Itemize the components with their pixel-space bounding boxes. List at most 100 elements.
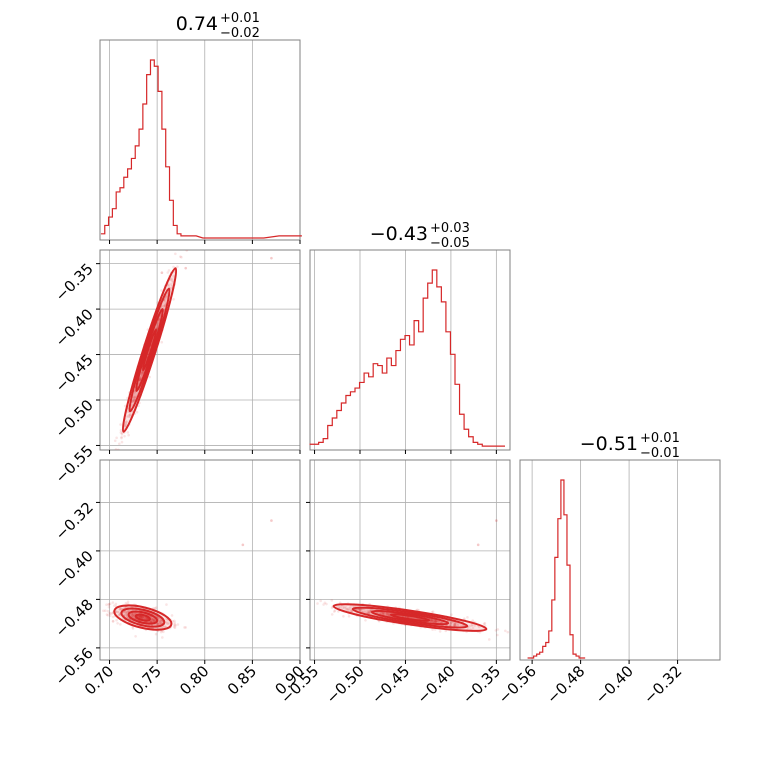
sample-point [364, 618, 367, 622]
sample-point [111, 615, 115, 619]
sample-point [152, 619, 156, 622]
sample-point [163, 299, 166, 303]
sample-point [113, 604, 116, 607]
title-value: −0.51 [580, 433, 638, 455]
sample-point [140, 373, 144, 376]
sample-point [170, 279, 174, 282]
sample-point [176, 623, 180, 626]
sample-point [366, 611, 369, 615]
x-tick-label: −0.35 [459, 662, 504, 707]
sample-point [110, 612, 114, 615]
sample-point [108, 614, 112, 618]
sample-point [126, 610, 129, 614]
sample-point [449, 622, 452, 625]
sample-point [350, 610, 354, 613]
sample-point [436, 620, 440, 624]
scatter-points [307, 519, 510, 641]
scatter-panel-2 [306, 459, 511, 664]
y-tick-label: −0.55 [52, 442, 97, 487]
sample-point [386, 612, 389, 616]
sample-point [366, 609, 370, 613]
sample-point [125, 615, 129, 619]
sample-point [173, 624, 176, 627]
sample-point [430, 618, 434, 622]
sample-point [158, 620, 162, 624]
sample-point [131, 627, 135, 630]
sample-point [107, 603, 110, 606]
sample-point [173, 625, 176, 629]
sample-point [143, 617, 147, 620]
sample-point [437, 620, 441, 624]
sample-point [132, 614, 135, 618]
sample-point [163, 625, 167, 628]
sample-point [116, 610, 119, 614]
sample-point [159, 619, 162, 623]
sample-point [434, 620, 438, 623]
sample-point [387, 613, 391, 616]
histogram-steps [100, 59, 302, 239]
sample-point [346, 608, 350, 611]
sample-point [368, 611, 372, 614]
sample-point [119, 623, 122, 626]
sample-point [172, 265, 175, 269]
sample-point [170, 277, 174, 281]
sample-point [161, 636, 164, 639]
sample-point [131, 614, 135, 617]
sample-point [132, 395, 135, 398]
sample-point [160, 621, 163, 625]
sample-point [126, 600, 130, 604]
sample-point [168, 621, 171, 625]
x-tick-label: −0.50 [323, 662, 368, 707]
sample-point [114, 602, 118, 606]
sample-point [332, 610, 336, 613]
sample-point [173, 623, 176, 626]
sample-point [118, 613, 121, 616]
sample-point [125, 415, 129, 418]
sample-point [152, 619, 156, 623]
sample-point [141, 616, 144, 619]
x-tick-label: −0.40 [592, 662, 637, 707]
sample-point [431, 619, 435, 623]
sample-point [97, 606, 100, 609]
sample-point [177, 243, 180, 246]
sample-point [131, 612, 135, 616]
sample-point [107, 605, 111, 609]
sample-point [127, 415, 130, 419]
sample-point [120, 436, 123, 440]
y-tick-label: −0.50 [52, 396, 97, 441]
sample-point [141, 371, 144, 375]
sample-point [124, 423, 127, 427]
sample-point [118, 608, 121, 611]
sample-point [159, 630, 163, 634]
sample-point [325, 602, 328, 606]
sample-point [105, 613, 109, 616]
sample-point [119, 431, 123, 434]
sample-point [482, 622, 486, 626]
sample-point [132, 399, 136, 402]
sample-point [307, 602, 310, 605]
sample-point [369, 608, 372, 611]
sample-point [102, 609, 105, 613]
sample-point [111, 619, 115, 623]
sample-point [116, 622, 119, 625]
sample-point [344, 606, 348, 609]
sample-point [349, 609, 353, 613]
sample-point [434, 620, 438, 623]
sample-point [494, 629, 498, 632]
y-tick-label: −0.32 [52, 499, 97, 544]
sample-point [432, 620, 435, 624]
x-tick-label: −0.32 [640, 662, 685, 707]
sample-point [176, 265, 179, 268]
sample-point [114, 448, 118, 450]
sample-point [141, 370, 145, 374]
sample-point [349, 607, 352, 610]
sample-point [120, 440, 124, 444]
sample-point [125, 420, 128, 423]
sample-point [151, 618, 154, 622]
sample-point [151, 618, 154, 621]
sample-point [119, 429, 123, 432]
sample-point [454, 622, 457, 625]
histogram-steps [309, 269, 505, 447]
y-tick-label: −0.40 [52, 547, 97, 592]
